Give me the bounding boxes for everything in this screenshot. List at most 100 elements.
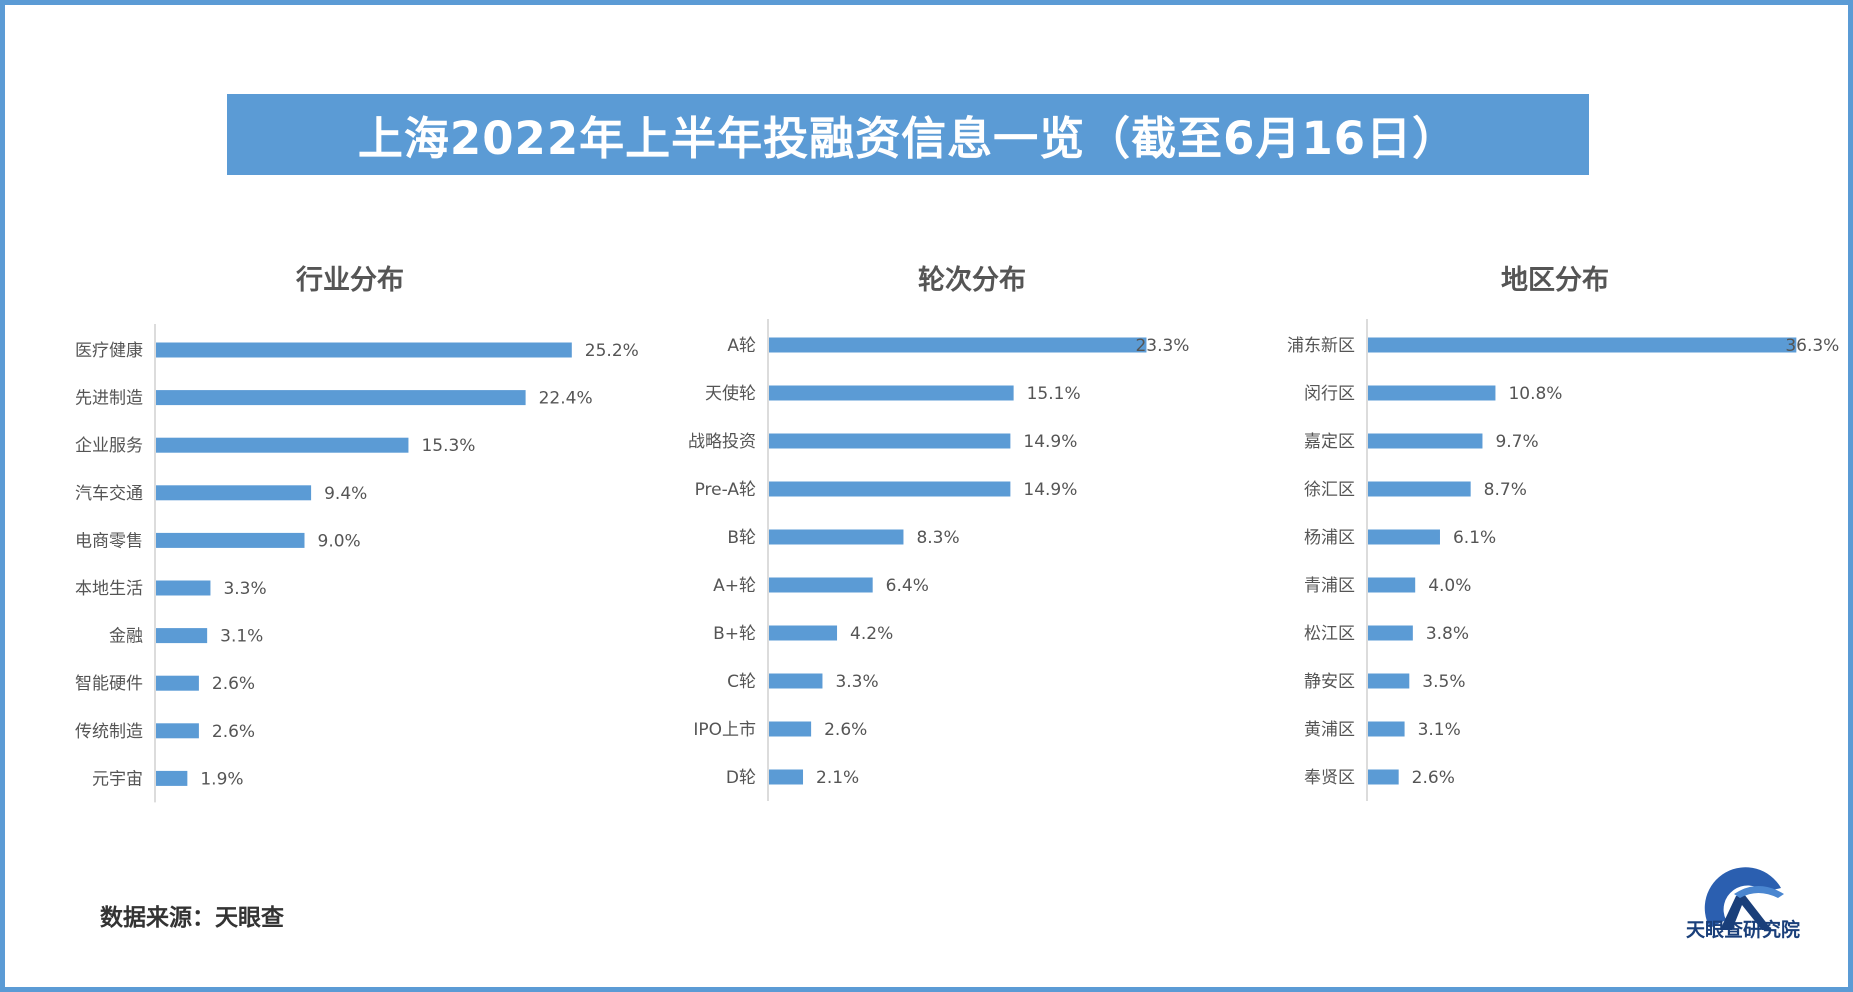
value-label: 15.3% bbox=[421, 436, 475, 456]
bar bbox=[769, 769, 804, 785]
chart-title: 行业分布 bbox=[296, 265, 404, 296]
category-label: 传统制造 bbox=[75, 722, 143, 742]
tianyancha-logo-icon bbox=[1704, 867, 1784, 930]
category-label: 青浦区 bbox=[1304, 576, 1355, 596]
value-label: 14.9% bbox=[1023, 480, 1077, 500]
bar bbox=[769, 337, 1147, 353]
bar bbox=[1368, 625, 1413, 641]
value-label: 3.5% bbox=[1422, 672, 1465, 692]
value-label: 2.6% bbox=[1412, 768, 1455, 788]
value-label: 14.9% bbox=[1023, 432, 1077, 452]
category-label: 天使轮 bbox=[705, 383, 756, 404]
value-label: 4.2% bbox=[850, 624, 893, 644]
value-label: 2.6% bbox=[212, 722, 255, 742]
value-label: 2.1% bbox=[816, 768, 859, 788]
bar bbox=[769, 481, 1011, 497]
bar bbox=[156, 532, 305, 548]
value-label: 6.1% bbox=[1453, 528, 1496, 548]
category-label: D轮 bbox=[726, 768, 756, 788]
value-label: 9.7% bbox=[1495, 432, 1538, 452]
bar bbox=[1368, 337, 1797, 353]
bar bbox=[156, 628, 208, 644]
value-label: 15.1% bbox=[1027, 384, 1081, 404]
bar bbox=[1368, 529, 1440, 545]
value-label: 10.8% bbox=[1508, 384, 1562, 404]
chart-title: 地区分布 bbox=[1501, 265, 1609, 296]
category-label: 黄浦区 bbox=[1304, 720, 1355, 740]
bar bbox=[156, 675, 199, 691]
category-label: A+轮 bbox=[713, 576, 756, 596]
category-label: B轮 bbox=[727, 528, 756, 548]
category-label: 浦东新区 bbox=[1287, 336, 1355, 356]
region-bar-chart: 浦东新区 36.3% 闵行区 10.8% 嘉定区 9.7% 徐汇区 8.7% 杨浦区 6.1% 青浦… bbox=[1287, 319, 1839, 801]
value-label: 9.0% bbox=[318, 531, 361, 551]
value-label: 3.1% bbox=[220, 627, 263, 647]
category-label: 元宇宙 bbox=[92, 769, 143, 789]
category-label: 电商零售 bbox=[75, 531, 143, 551]
category-label: 松江区 bbox=[1304, 624, 1355, 644]
bar bbox=[769, 433, 1011, 449]
bar bbox=[156, 770, 188, 786]
industry-bar-chart: 医疗健康 25.2% 先进制造 22.4% 企业服务 15.3% 汽车交通 9.4% 电商零售 9… bbox=[75, 324, 639, 803]
bar bbox=[156, 485, 312, 501]
bar bbox=[1368, 385, 1496, 401]
category-label: 奉贤区 bbox=[1304, 768, 1355, 788]
category-label: 智能硬件 bbox=[75, 674, 143, 694]
round-chart-panel: 轮次分布 A轮 23.3% 天使轮 15.1% 战略投资 14.9% Pre-A轮 14.9%… bbox=[672, 240, 1272, 810]
value-label: 1.9% bbox=[200, 769, 243, 789]
value-label: 2.6% bbox=[824, 720, 867, 740]
bar bbox=[769, 625, 838, 641]
value-label: 9.4% bbox=[324, 484, 367, 504]
category-label: 本地生活 bbox=[75, 579, 143, 599]
category-label: 医疗健康 bbox=[75, 341, 143, 361]
bar bbox=[1368, 433, 1483, 449]
bar bbox=[1368, 577, 1416, 593]
category-label: 嘉定区 bbox=[1304, 432, 1355, 452]
value-label: 8.3% bbox=[916, 528, 959, 548]
category-label: Pre-A轮 bbox=[695, 480, 756, 500]
bar bbox=[1368, 769, 1399, 785]
value-label: 23.3% bbox=[1135, 336, 1189, 356]
bar bbox=[156, 723, 199, 739]
bar bbox=[769, 385, 1014, 401]
category-label: 战略投资 bbox=[688, 432, 756, 452]
category-label: 徐汇区 bbox=[1304, 480, 1355, 500]
category-label: 先进制造 bbox=[75, 389, 143, 409]
bar bbox=[1368, 481, 1471, 497]
category-label: 金融 bbox=[109, 627, 143, 647]
value-label: 3.3% bbox=[223, 579, 266, 599]
bar bbox=[1368, 673, 1410, 689]
value-label: 3.3% bbox=[835, 672, 878, 692]
value-label: 36.3% bbox=[1785, 336, 1839, 356]
industry-chart-panel: 行业分布 医疗健康 25.2% 先进制造 22.4% 企业服务 15.3% 汽车交通 9.4%… bbox=[60, 240, 640, 810]
bar bbox=[156, 580, 211, 596]
bar bbox=[769, 529, 904, 545]
bar bbox=[769, 577, 873, 593]
bar bbox=[156, 342, 572, 358]
bar bbox=[1368, 721, 1405, 737]
value-label: 2.6% bbox=[212, 674, 255, 694]
category-label: 杨浦区 bbox=[1304, 528, 1355, 548]
region-chart-panel: 地区分布 浦东新区 36.3% 闵行区 10.8% 嘉定区 9.7% 徐汇区 8.7% 杨浦区 6… bbox=[1275, 240, 1839, 810]
chart-title: 轮次分布 bbox=[918, 265, 1026, 296]
bar bbox=[769, 721, 812, 737]
data-source-note: 数据来源：天眼查 bbox=[100, 905, 284, 931]
page-title: 上海2022年上半年投融资信息一览（截至6月16日） bbox=[227, 94, 1589, 175]
value-label: 22.4% bbox=[539, 389, 593, 409]
brand-name: 天眼查研究院 bbox=[1686, 919, 1801, 941]
bar bbox=[769, 673, 823, 689]
category-label: A轮 bbox=[727, 336, 756, 356]
category-label: B+轮 bbox=[713, 624, 756, 644]
category-label: 闵行区 bbox=[1304, 384, 1355, 404]
bar bbox=[156, 390, 526, 406]
value-label: 3.8% bbox=[1426, 624, 1469, 644]
value-label: 6.4% bbox=[886, 576, 929, 596]
category-label: IPO上市 bbox=[693, 720, 756, 740]
value-label: 3.1% bbox=[1418, 720, 1461, 740]
bar bbox=[156, 437, 409, 453]
category-label: 汽车交通 bbox=[75, 484, 143, 504]
value-label: 4.0% bbox=[1428, 576, 1471, 596]
category-label: C轮 bbox=[727, 672, 756, 692]
category-label: 企业服务 bbox=[75, 436, 143, 456]
